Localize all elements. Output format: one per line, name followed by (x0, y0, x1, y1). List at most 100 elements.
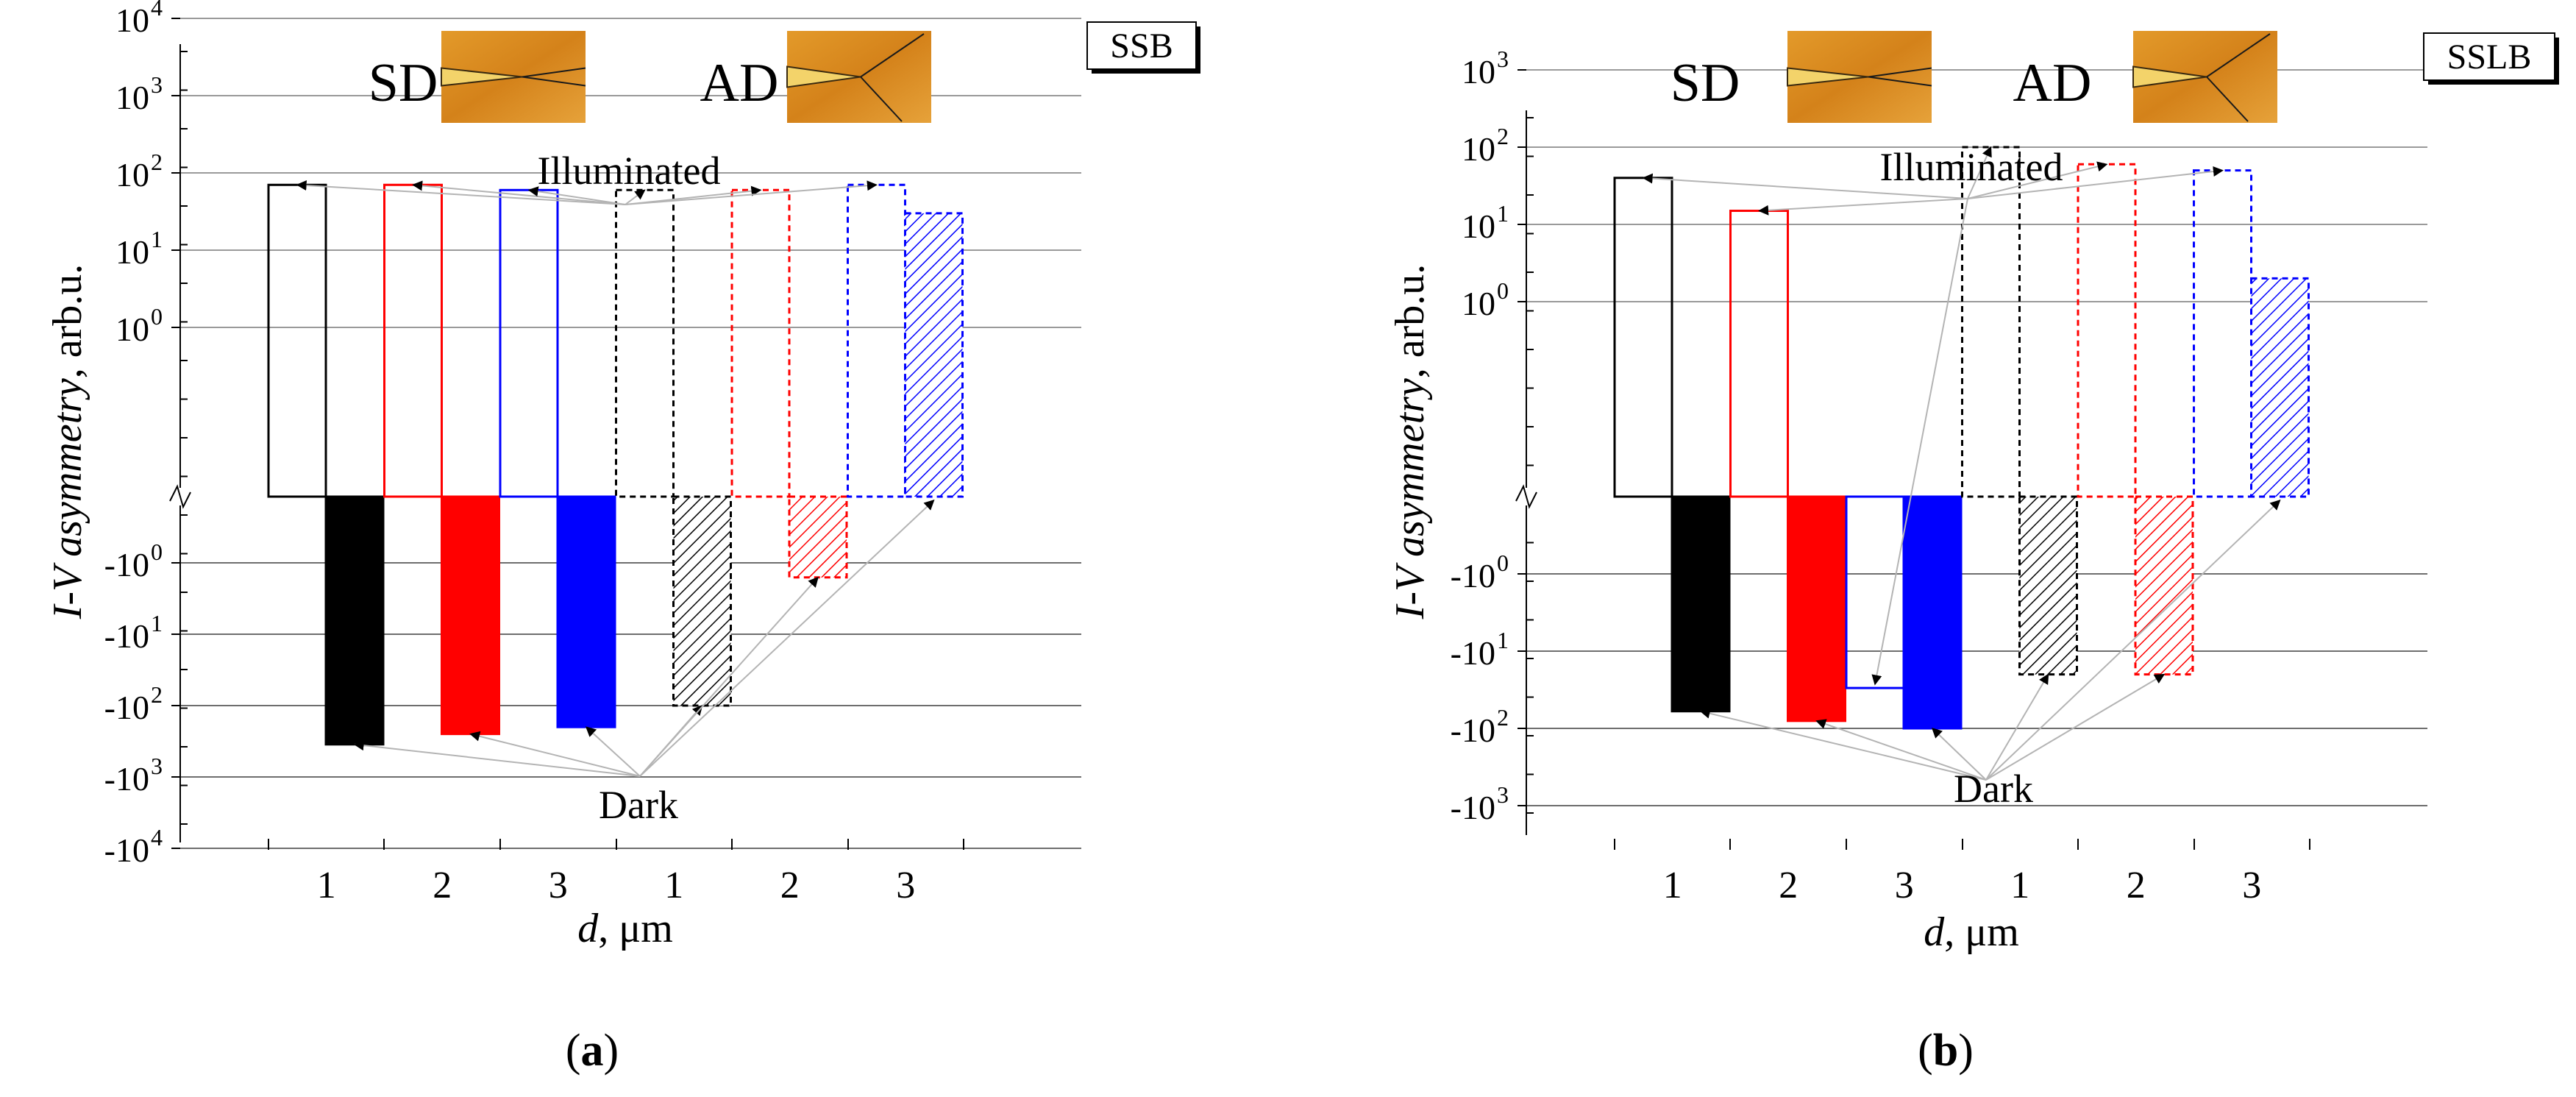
y-tick-exponent: 0 (1497, 550, 1509, 576)
x-tick-label: 2 (433, 865, 452, 906)
annotation-illuminated: Illuminated (1880, 145, 2063, 189)
bar-illuminated (730, 188, 791, 498)
x-axis-title-italic: d (577, 906, 599, 951)
arrow-illuminated (1871, 198, 1968, 686)
y-tick-exponent: 1 (151, 610, 163, 636)
y-tick-exponent: 3 (1497, 46, 1509, 72)
bar-dark (1902, 495, 1963, 730)
bar-illuminated (267, 183, 327, 498)
panel-caption-letter: b (1933, 1026, 1958, 1076)
y-tick-label: 10 (115, 233, 149, 271)
bar-dark (324, 495, 385, 746)
inset-label-ad: AD (2013, 53, 2092, 113)
y-tick-label: 10 (1462, 53, 1495, 90)
bar-dark (2250, 277, 2310, 498)
bar-illuminated (383, 183, 443, 498)
y-tick-label: 10 (115, 79, 149, 116)
micrograph-sd (441, 31, 586, 123)
y-tick-label: 10 (1462, 285, 1495, 322)
y-tick-label: -10 (104, 617, 149, 655)
electrode-right (2206, 33, 2271, 122)
bar-illuminated (1961, 146, 2021, 498)
x-axis-title-unit: , μm (1944, 909, 2019, 955)
arrow-illuminated (1967, 146, 1992, 199)
arrow-dark (1931, 728, 1987, 781)
annotation-dark: Dark (1954, 767, 2033, 811)
x-tick-label: 2 (1779, 865, 1798, 906)
bar-illuminated (2193, 169, 2252, 498)
y-tick-exponent: 0 (151, 303, 163, 330)
x-axis-title: d, μm (1924, 909, 2019, 955)
micrograph-ad (2132, 31, 2277, 123)
y-tick-exponent: 0 (151, 539, 163, 565)
structure-badge: SSLB (2447, 38, 2532, 77)
bar-dark (1787, 495, 1846, 723)
bars (1613, 146, 2310, 730)
y-tick-exponent: 0 (1497, 277, 1509, 304)
bar-illuminated (2077, 163, 2137, 498)
arrow-illuminated (625, 180, 878, 205)
panel-caption-open: ( (566, 1026, 581, 1076)
y-tick-label: -10 (1451, 557, 1495, 594)
arrow-dark (639, 500, 935, 777)
arrow-dark (1815, 719, 1987, 781)
arrow-dark (639, 576, 819, 777)
y-tick-label: 10 (1462, 207, 1495, 245)
bar-illuminated (1729, 210, 1789, 498)
electrode-right (522, 67, 586, 87)
arrow-dark (1985, 500, 2281, 781)
axis-break-mark (169, 484, 191, 509)
arrow-dark (469, 731, 641, 777)
y-tick-exponent: 1 (1497, 200, 1509, 227)
x-tick-label: 1 (1663, 865, 1682, 906)
axis-break-mark (1515, 484, 1537, 509)
inset-label-sd: SD (1671, 53, 1740, 113)
annotation-arrows (1642, 146, 2281, 781)
arrow-illuminated (625, 189, 646, 205)
x-tick-label: 3 (896, 865, 915, 906)
x-axis-title: d, μm (577, 906, 673, 951)
bar-dark (2134, 495, 2194, 676)
arrow-dark (353, 740, 641, 777)
inset-label-ad: AD (700, 53, 779, 113)
x-tick-label: 2 (780, 865, 800, 906)
x-tick-label: 3 (549, 865, 568, 906)
bar-dark (441, 495, 500, 736)
arrow-illuminated (296, 180, 626, 205)
y-tick-exponent: 2 (1497, 123, 1509, 149)
micrograph-ad (786, 31, 931, 123)
panel-caption-close: ) (1958, 1026, 1974, 1076)
y-axis-title: I-V asymmetry, arb.u. (1387, 264, 1433, 620)
y-tick-exponent: 4 (151, 824, 163, 851)
y-axis-title-unit: , arb.u. (1387, 264, 1433, 379)
arrow-illuminated (1642, 173, 1968, 199)
arrow-illuminated (412, 180, 626, 205)
bar-dark (2018, 495, 2078, 676)
bar-dark (556, 495, 616, 728)
y-tick-label: 10 (115, 1, 149, 39)
y-tick-label: -10 (1451, 711, 1495, 749)
bar-dark (1671, 495, 1731, 713)
y-tick-label: -10 (104, 831, 149, 869)
bar-illuminated (499, 188, 559, 498)
y-tick-label: -10 (104, 689, 149, 726)
x-tick-label: 1 (317, 865, 336, 906)
y-tick-label: 10 (115, 156, 149, 194)
annotation-dark: Dark (599, 783, 678, 827)
electrode-left (441, 67, 523, 87)
arrow-illuminated (527, 186, 626, 205)
y-axis-title: I-V asymmetry, arb.u. (45, 264, 90, 620)
y-tick-label: -10 (1451, 634, 1495, 672)
x-tick-label: 1 (664, 865, 683, 906)
inset-label-sd: SD (369, 53, 438, 113)
micrograph-sd (1787, 31, 1932, 123)
y-axis-title-italic: I-V asymmetry (45, 378, 90, 619)
y-tick-exponent: 1 (151, 226, 163, 252)
y-tick-label: 10 (115, 310, 149, 348)
electrode-right (860, 33, 925, 122)
y-tick-exponent: 3 (1497, 781, 1509, 808)
x-tick-label: 1 (2010, 865, 2029, 906)
